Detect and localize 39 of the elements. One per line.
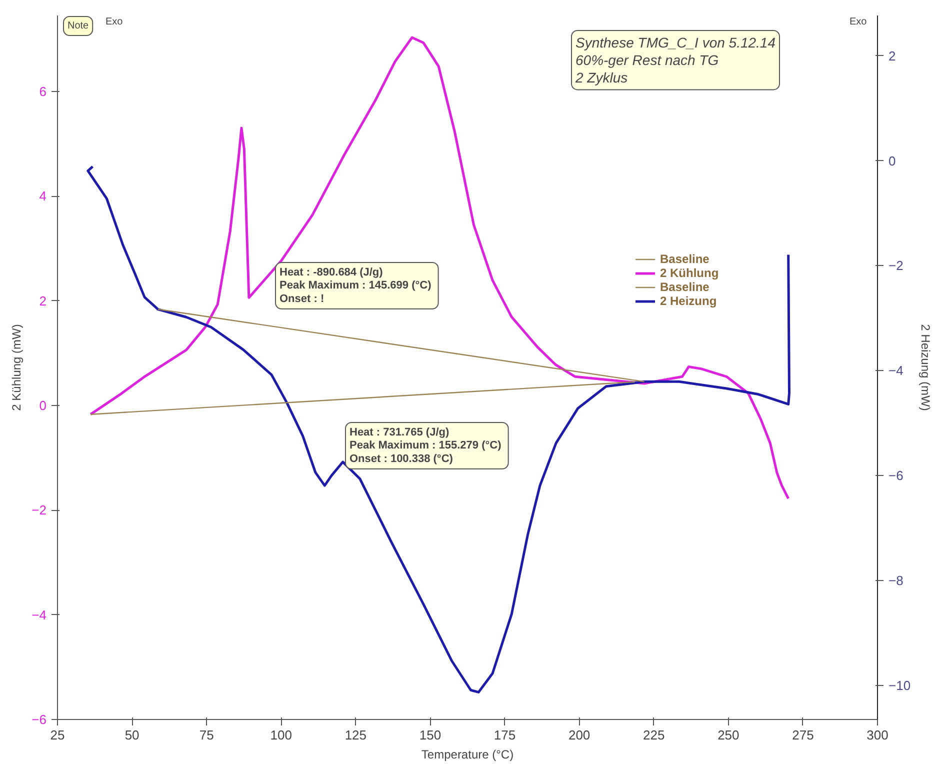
legend-label: Baseline bbox=[660, 280, 710, 294]
annotation: Exo bbox=[850, 16, 868, 28]
legend-label: Baseline bbox=[660, 252, 710, 266]
x-tick-label: 150 bbox=[419, 728, 442, 742]
annotation: Heat : 731.765 (J/g) Peak Maximum : 155.279 (°C) Onset : 100.338 (°C) bbox=[350, 426, 502, 465]
y-tick-label: −2 bbox=[32, 502, 47, 518]
y-tick-label: 0 bbox=[39, 398, 47, 413]
annotation: Synthese TMG_C_I von 5.12.14 60%-ger Rest nach TG 2 Zyklus bbox=[574, 34, 776, 86]
y-tick-label: −4 bbox=[32, 607, 47, 622]
x-tick-label: 225 bbox=[643, 728, 665, 742]
y2-tick-label: −6 bbox=[888, 468, 904, 484]
y2-tick-label: −10 bbox=[888, 678, 911, 693]
annotation: Exo bbox=[106, 16, 124, 28]
annotation: Note bbox=[68, 20, 90, 32]
y-tick-label: 4 bbox=[39, 188, 47, 204]
legend-label: 2 Heizung bbox=[660, 294, 717, 308]
y2-tick-label: 0 bbox=[888, 153, 896, 168]
legend-label: 2 Kühlung bbox=[660, 266, 719, 280]
x-tick-label: 75 bbox=[199, 728, 214, 742]
y2-tick-label: 2 bbox=[888, 48, 896, 64]
x-tick-label: 50 bbox=[124, 728, 140, 742]
x-axis-title: Temperature (°C) bbox=[421, 748, 514, 762]
x-tick-label: 275 bbox=[792, 728, 814, 742]
y2-tick-label: −2 bbox=[888, 258, 904, 274]
y2-tick-label: −8 bbox=[888, 572, 904, 588]
x-tick-label: 175 bbox=[494, 728, 516, 742]
x-tick-label: 250 bbox=[718, 728, 740, 742]
y-axis-title: 2 Kühlung (mW) bbox=[10, 324, 24, 411]
x-tick-label: 25 bbox=[50, 728, 65, 742]
y2-tick-label: −4 bbox=[888, 363, 904, 378]
x-tick-label: 100 bbox=[270, 728, 292, 742]
annotation: Heat : -890.684 (J/g) Peak Maximum : 145.699 (°C) Onset : ! bbox=[280, 266, 432, 305]
y-tick-label: 2 bbox=[39, 293, 47, 308]
x-tick-label: 200 bbox=[568, 728, 590, 742]
y-tick-label: −6 bbox=[32, 712, 47, 727]
y-tick-label: 6 bbox=[39, 84, 47, 99]
x-tick-label: 300 bbox=[866, 728, 888, 742]
x-tick-label: 125 bbox=[344, 728, 367, 742]
y2-axis-title: 2 Heizung (mW) bbox=[918, 324, 933, 411]
